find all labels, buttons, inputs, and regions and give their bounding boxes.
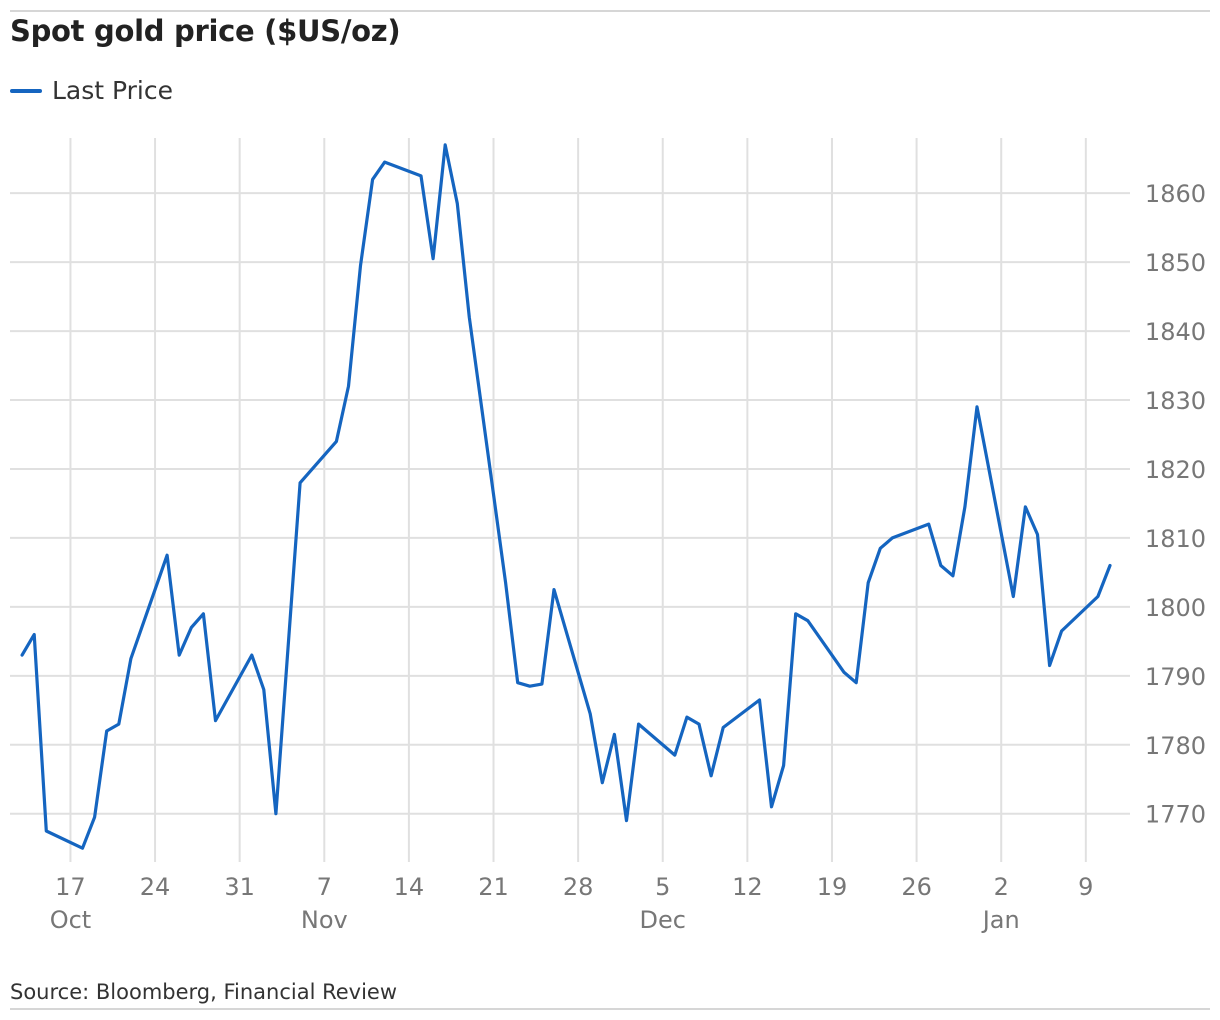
- x-tick-label: 26: [901, 873, 932, 901]
- y-tick-label: 1860: [1145, 180, 1206, 208]
- x-tick-label: 5: [655, 873, 670, 901]
- y-gridlines: [10, 192, 1130, 815]
- x-tick-label: 19: [817, 873, 848, 901]
- y-tick-label: 1820: [1145, 456, 1206, 484]
- x-axis-labels: 17 24 31 7 14 21 28 5 12 19 26 2 9: [55, 873, 1093, 901]
- y-tick-label: 1840: [1145, 318, 1206, 346]
- x-tick-label: 21: [478, 873, 509, 901]
- legend-swatch: [10, 88, 42, 93]
- y-tick-label: 1850: [1145, 249, 1206, 277]
- y-axis-labels: 1770 1780 1790 1800 1810 1820 1830 1840 1850 1860: [1145, 180, 1206, 829]
- y-tick-label: 1810: [1145, 525, 1206, 553]
- chart-title: Spot gold price ($US/oz): [10, 14, 401, 48]
- legend-label: Last Price: [52, 76, 174, 105]
- legend: Last Price: [10, 76, 173, 105]
- month-label: Jan: [981, 906, 1020, 934]
- y-tick-label: 1790: [1145, 663, 1206, 691]
- y-tick-label: 1770: [1145, 801, 1206, 829]
- month-labels: Oct Nov Dec Jan: [50, 906, 1020, 934]
- y-tick-label: 1800: [1145, 594, 1206, 622]
- month-label: Dec: [640, 906, 686, 934]
- series-group: [20, 143, 1112, 850]
- y-tick-label: 1780: [1145, 732, 1206, 760]
- x-tick-label: 2: [994, 873, 1009, 901]
- month-label: Nov: [301, 906, 348, 934]
- x-tick-label: 12: [732, 873, 763, 901]
- month-label: Oct: [50, 906, 92, 934]
- x-tick-label: 24: [140, 873, 171, 901]
- bottom-rule: [10, 1008, 1210, 1010]
- top-rule: [10, 10, 1210, 12]
- x-tick-label: 28: [563, 873, 594, 901]
- x-tick-label: 9: [1078, 873, 1093, 901]
- x-tick-label: 7: [317, 873, 332, 901]
- y-tick-label: 1830: [1145, 387, 1206, 415]
- x-tick-label: 17: [55, 873, 86, 901]
- x-tick-label: 31: [224, 873, 255, 901]
- source-note: Source: Bloomberg, Financial Review: [10, 980, 398, 1004]
- series-line-last-price: [20, 143, 1112, 850]
- x-gridlines: [69, 138, 1087, 862]
- x-tick-label: 14: [394, 873, 425, 901]
